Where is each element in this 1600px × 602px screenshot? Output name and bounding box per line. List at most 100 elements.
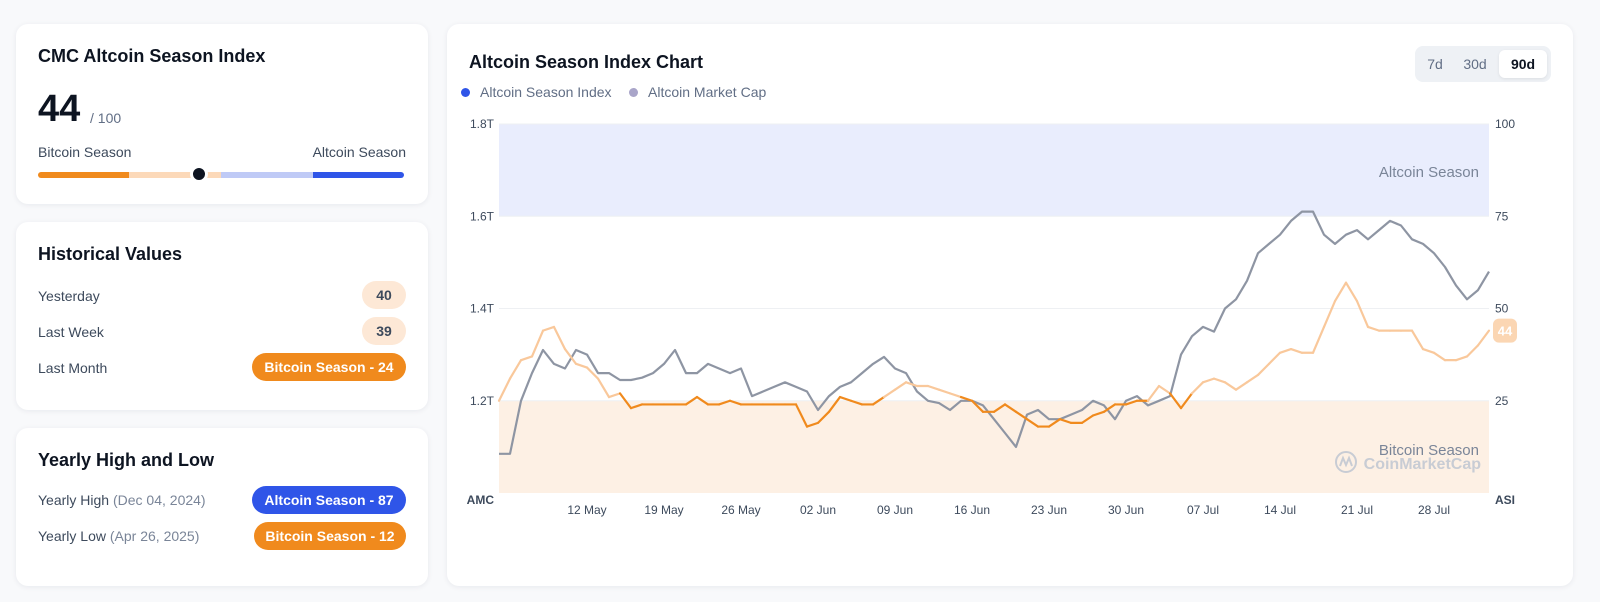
x-axis-tick: 21 Jul: [1341, 503, 1373, 517]
right-axis-tick: 75: [1495, 209, 1509, 223]
tab-30d[interactable]: 30d: [1463, 56, 1487, 72]
yearly-high-date: (Dec 04, 2024): [112, 492, 206, 508]
legend-altcoin-season-index[interactable]: Altcoin Season Index: [461, 84, 612, 100]
altcoin-season-index-segment: [1157, 384, 1172, 395]
altcoin-season-index-segment: [1102, 403, 1117, 413]
historical-values-card: Historical Values Yesterday 40 Last Week…: [16, 222, 428, 410]
right-axis-tick: 50: [1495, 302, 1509, 316]
altcoin-season-index-segment: [508, 359, 523, 380]
altcoin-season-index-segment: [563, 347, 578, 365]
altcoin-season-index-segment: [1355, 300, 1370, 329]
altcoin-season-index-segment: [684, 395, 699, 406]
altcoin-season-chart-card: Altcoin Season Bitcoin Season CoinMarketCa…: [447, 24, 1573, 586]
watermark-text: CoinMarketCap: [1364, 456, 1482, 473]
index-card-title: CMC Altcoin Season Index: [38, 46, 266, 66]
bitcoin-season-label: Bitcoin Season: [38, 144, 132, 160]
right-axis-title: ASI: [1495, 493, 1515, 507]
altcoin-season-index-segment: [1047, 418, 1062, 428]
altcoin-season-index-segment: [1190, 381, 1205, 395]
altcoin-season-label: Altcoin Season: [312, 144, 406, 160]
altcoin-season-index-card: CMC Altcoin Season Index 44 / 100 Bitcoi…: [16, 24, 428, 204]
altcoin-season-index-segment: [728, 399, 743, 406]
x-axis-tick: 19 May: [644, 503, 683, 517]
x-axis-tick: 26 May: [721, 503, 760, 517]
altcoin-season-index-segment: [1080, 414, 1095, 424]
left-axis-tick: 1.6T: [470, 209, 495, 223]
yearly-low-label: Yearly Low (Apr 26, 2025): [38, 528, 200, 544]
altcoin-season-index-segment: [585, 366, 600, 380]
chart-title: Altcoin Season Index Chart: [469, 52, 704, 72]
yearly-high-label: Yearly High (Dec 04, 2024): [38, 492, 206, 508]
x-axis-tick: 09 Jun: [877, 503, 913, 517]
altcoin-season-index-segment: [1179, 392, 1194, 410]
left-axis-tick: 1.2T: [470, 394, 495, 408]
altcoin-season-index-segment: [552, 325, 567, 351]
yearly-high-value: Altcoin Season - 87: [252, 486, 406, 514]
altcoin-season-index-segment: [904, 381, 919, 388]
yearly-low-value: Bitcoin Season - 12: [254, 522, 406, 550]
altcoin-season-index-segment: [926, 384, 941, 391]
x-axis-tick: 02 Jun: [800, 503, 836, 517]
altcoin-season-index-segment: [959, 395, 974, 402]
altcoin-season-index-segment: [530, 329, 545, 358]
altcoin-season-index-segment: [574, 362, 589, 369]
altcoin-season-index-segment: [816, 410, 831, 424]
chart-canvas: Altcoin Season Bitcoin SeasonCoinMarketCa…: [467, 117, 1517, 517]
altcoin-season-index-segment: [1476, 329, 1491, 347]
altcoin-season-index-segment: [882, 388, 897, 399]
altcoin-season-index-segment: [992, 403, 1007, 413]
altcoin-season-index-segment: [1003, 403, 1018, 413]
altcoin-season-index-segment: [871, 395, 886, 406]
altcoin-season-index-segment: [794, 403, 809, 428]
altcoin-season-index-segment: [629, 403, 644, 410]
altcoin-season-index-segment: [1091, 410, 1106, 417]
altcoin-season-index-segment: [838, 395, 853, 402]
altcoin-season-zone: [499, 124, 1489, 217]
altcoin-season-index-segment: [1014, 410, 1029, 421]
left-axis-title: AMC: [467, 493, 495, 507]
right-axis-tick: 100: [1495, 117, 1515, 131]
x-axis-tick: 07 Jul: [1187, 503, 1219, 517]
altcoin-season-index-segment: [1333, 281, 1348, 303]
altcoin-season-index-segment: [1146, 384, 1161, 402]
altcoin-season-index-segment: [1212, 377, 1227, 384]
altcoin-season-index-segment: [1025, 418, 1040, 428]
x-axis-tick: 23 Jun: [1031, 503, 1067, 517]
altcoin-season-index-segment: [1278, 347, 1293, 354]
altcoin-season-index-segment: [695, 395, 710, 406]
x-axis-tick: 30 Jun: [1108, 503, 1144, 517]
altcoin-season-index-segment: [1234, 381, 1249, 391]
current-value-label: 44: [1498, 324, 1513, 339]
x-axis-tick: 28 Jul: [1418, 503, 1450, 517]
altcoin-season-index-segment: [1223, 381, 1238, 391]
range-tabs: 7d 30d 90d: [1415, 46, 1551, 82]
altcoin-season-index-segment: [497, 377, 512, 402]
altcoin-market-cap-line: [499, 210, 1490, 455]
historical-title: Historical Values: [38, 244, 183, 264]
meter-indicator: [191, 166, 208, 182]
history-value-last-month: Bitcoin Season - 24: [252, 353, 406, 381]
altcoin-season-index-segment: [717, 399, 732, 406]
left-axis-tick: 1.4T: [470, 302, 495, 316]
altcoin-season-index-segment: [1201, 377, 1216, 384]
legend-altcoin-market-cap[interactable]: Altcoin Market Cap: [629, 84, 766, 100]
altcoin-season-index-segment: [1454, 355, 1469, 362]
history-value-yesterday: 40: [362, 281, 406, 309]
x-axis-tick: 16 Jun: [954, 503, 990, 517]
history-label-last-month: Last Month: [38, 360, 108, 376]
tab-7d[interactable]: 7d: [1427, 56, 1443, 72]
altcoin-season-index-segment: [1432, 351, 1447, 362]
altcoin-season-index-segment: [1465, 344, 1480, 358]
tab-90d[interactable]: 90d: [1499, 50, 1547, 78]
yearly-title: Yearly High and Low: [38, 450, 215, 470]
season-meter: [38, 172, 404, 178]
legend-dot-icon: [629, 87, 638, 97]
altcoin-season-index-segment: [541, 325, 556, 332]
altcoin-season-index-segment: [948, 392, 963, 399]
altcoin-season-index-segment: [1058, 418, 1073, 424]
altcoin-season-index-segment: [827, 395, 842, 413]
current-value-badge: [1493, 318, 1517, 343]
altcoin-season-index-segment: [1168, 392, 1183, 410]
yearly-low-date: (Apr 26, 2025): [109, 528, 200, 544]
altcoin-season-index-segment: [1289, 347, 1304, 354]
